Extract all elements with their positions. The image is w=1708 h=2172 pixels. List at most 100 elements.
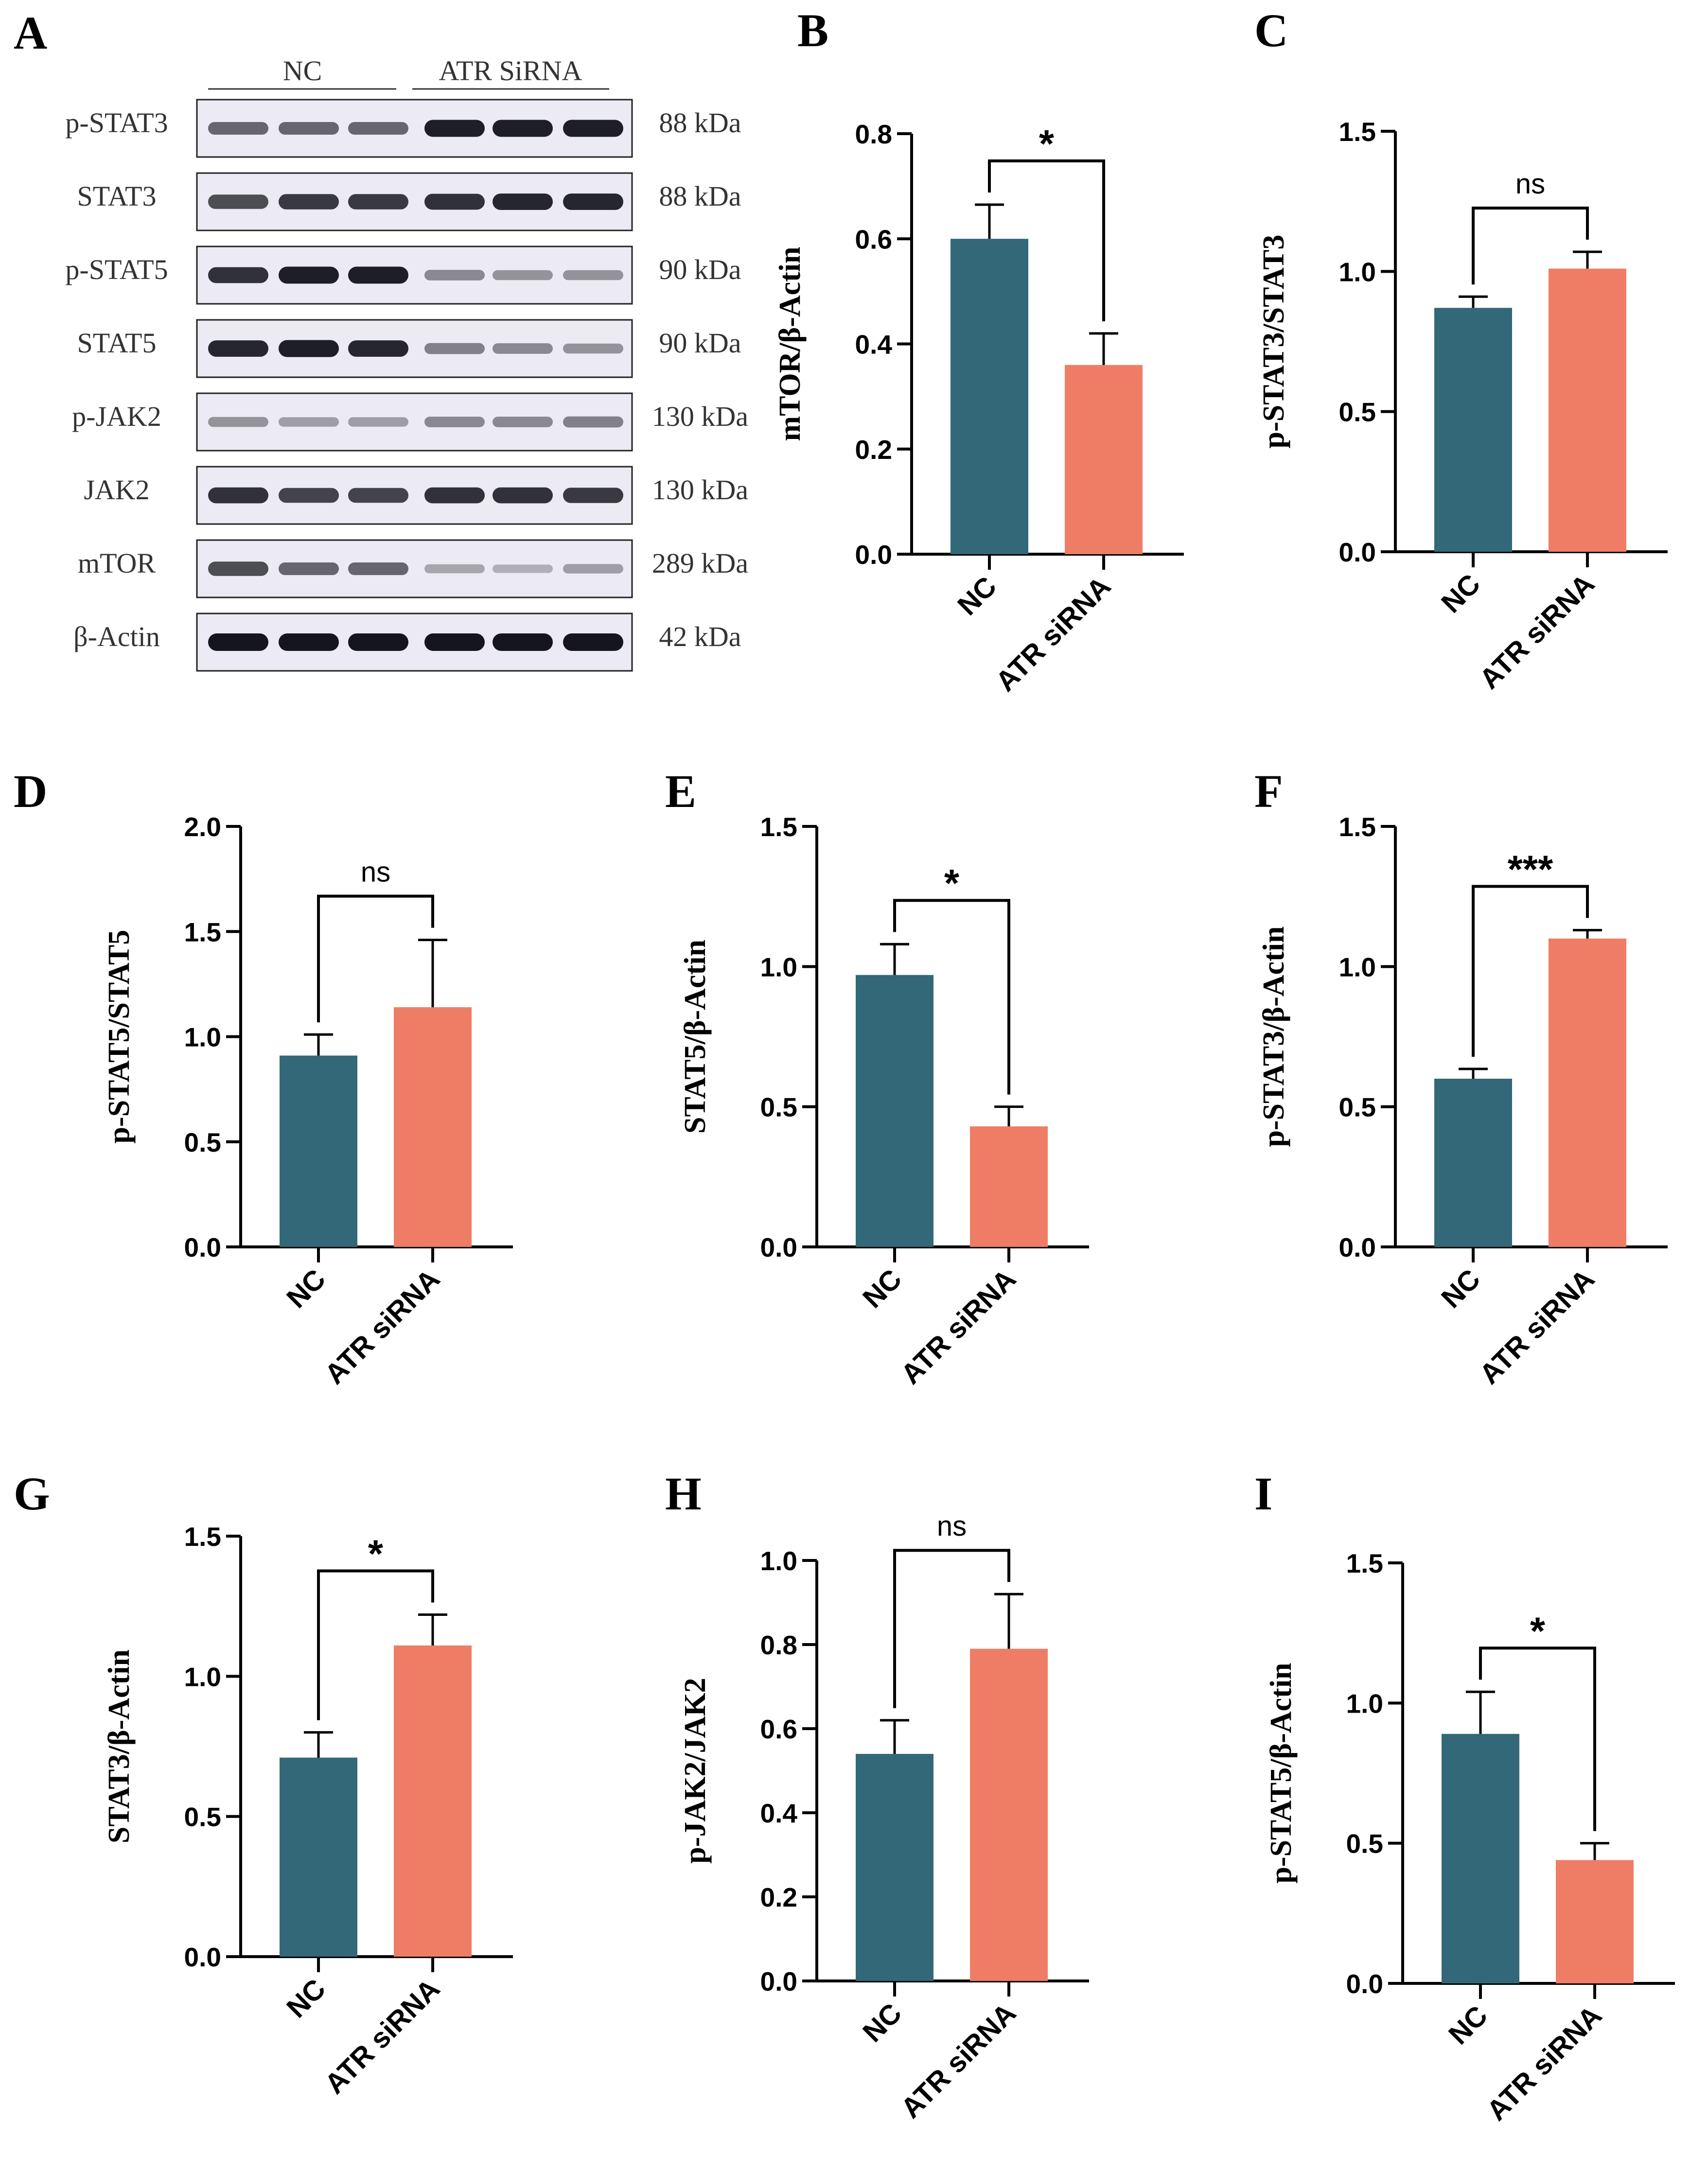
blot-protein-label: JAK2 [84, 474, 149, 506]
y-tick-label: 0.0 [760, 1232, 797, 1262]
y-tick-label: 1.5 [184, 1522, 221, 1552]
bar-atr-sirna [970, 1648, 1048, 1981]
y-tick-label: 2.0 [184, 812, 221, 842]
bar-nc [1434, 308, 1512, 552]
blot-band [563, 193, 623, 210]
significance-label: * [944, 861, 960, 905]
y-axis-label: mTOR/β-Actin [774, 246, 807, 441]
blot-band [563, 416, 623, 428]
y-tick-label: 0.4 [855, 330, 893, 360]
y-tick-label: 0.5 [1339, 397, 1376, 427]
x-tick-label: ATR siRNA [1474, 568, 1601, 695]
x-tick-label: NC [1435, 568, 1486, 619]
blot-membrane [196, 613, 633, 672]
significance-label: ns [937, 1510, 967, 1542]
panel-letter-d: D [14, 765, 47, 817]
blot-membrane [196, 539, 633, 598]
y-tick-label: 0.2 [760, 1882, 797, 1912]
blot-band [348, 194, 408, 210]
blot-protein-label: p-STAT5 [65, 254, 168, 285]
blot-row: STAT5 90 kDa [77, 319, 741, 378]
significance-label: * [1039, 122, 1055, 165]
x-tick-label: NC [1435, 1263, 1486, 1314]
blot-protein-label: mTOR [78, 547, 156, 579]
significance-label: * [1530, 1609, 1546, 1652]
y-tick-label: 0.0 [855, 540, 892, 570]
x-tick-label: ATR siRNA [895, 1263, 1022, 1390]
blot-band [279, 488, 339, 503]
blot-band [424, 270, 485, 280]
significance-bracket [1472, 206, 1589, 285]
bar-nc [856, 1753, 933, 1981]
blot-band [493, 417, 553, 427]
significance-bracket [893, 1549, 1010, 1708]
bar-nc [1442, 1734, 1519, 1983]
blot-band [424, 193, 485, 210]
y-axis-label: STAT3/β-Actin [103, 1649, 136, 1843]
blot-membrane [196, 319, 633, 378]
blot-band [493, 343, 553, 354]
blot-band [208, 340, 268, 357]
blot-kda-label: 88 kDa [659, 107, 741, 139]
blot-band [348, 562, 408, 576]
y-tick-label: 1.0 [760, 1546, 797, 1576]
significance-label: *** [1508, 847, 1553, 891]
blot-band [493, 120, 553, 137]
blot-band [279, 340, 339, 357]
blot-band [563, 270, 623, 280]
x-tick-label: NC [281, 1973, 332, 2024]
blot-kda-label: 130 kDa [652, 401, 748, 432]
y-tick-label: 0.0 [1346, 1969, 1383, 1999]
y-tick-label: 0.5 [1346, 1829, 1383, 1859]
blot-row: JAK2 130 kDa [84, 466, 748, 525]
blot-protein-label: β-Actin [73, 621, 160, 652]
blot-band [208, 417, 268, 427]
y-tick-label: 1.0 [760, 952, 797, 982]
blot-band [279, 633, 339, 651]
blot-band [563, 488, 623, 503]
blot-band [348, 340, 408, 357]
blot-band [279, 417, 339, 427]
x-tick-label: NC [281, 1263, 332, 1314]
y-tick-label: 0.8 [760, 1630, 797, 1660]
blot-membrane [196, 172, 633, 231]
y-tick-label: 1.5 [760, 812, 797, 842]
y-tick-label: 0.5 [760, 1092, 797, 1122]
blot-group-label-nc: NC [283, 55, 322, 87]
bar-atr-sirna [1549, 268, 1626, 552]
y-tick-label: 0.6 [760, 1714, 797, 1744]
blot-band [208, 561, 268, 576]
blot-band [424, 633, 485, 651]
blot-kda-label: 88 kDa [659, 180, 741, 212]
x-tick-label: ATR siRNA [319, 1263, 446, 1390]
blot-band [348, 488, 408, 503]
blot-band [208, 633, 268, 651]
blot-band [348, 266, 408, 284]
panel-letter-c: C [1254, 4, 1288, 56]
blot-protein-label: p-STAT3 [65, 107, 168, 139]
blot-band [348, 417, 408, 427]
blot-kda-label: 90 kDa [659, 254, 741, 285]
significance-label: ns [361, 857, 390, 888]
blot-band [493, 564, 553, 573]
panel-letter-i: I [1254, 1468, 1272, 1520]
blot-membrane [196, 466, 633, 525]
blot-kda-label: 289 kDa [652, 547, 748, 579]
bar-atr-sirna [1556, 1860, 1634, 1983]
x-tick-label: ATR siRNA [895, 1997, 1022, 2124]
blot-membrane [196, 392, 633, 452]
y-tick-label: 0.4 [760, 1798, 798, 1828]
significance-bracket [988, 159, 1105, 321]
significance-bracket [1472, 885, 1589, 1057]
y-tick-label: 1.0 [1346, 1688, 1383, 1718]
blot-band [563, 343, 623, 354]
y-tick-label: 0.5 [184, 1127, 221, 1157]
blot-group-label-atr: ATR SiRNA [439, 55, 582, 87]
y-tick-label: 1.5 [1346, 1548, 1383, 1578]
blot-band [348, 122, 408, 135]
